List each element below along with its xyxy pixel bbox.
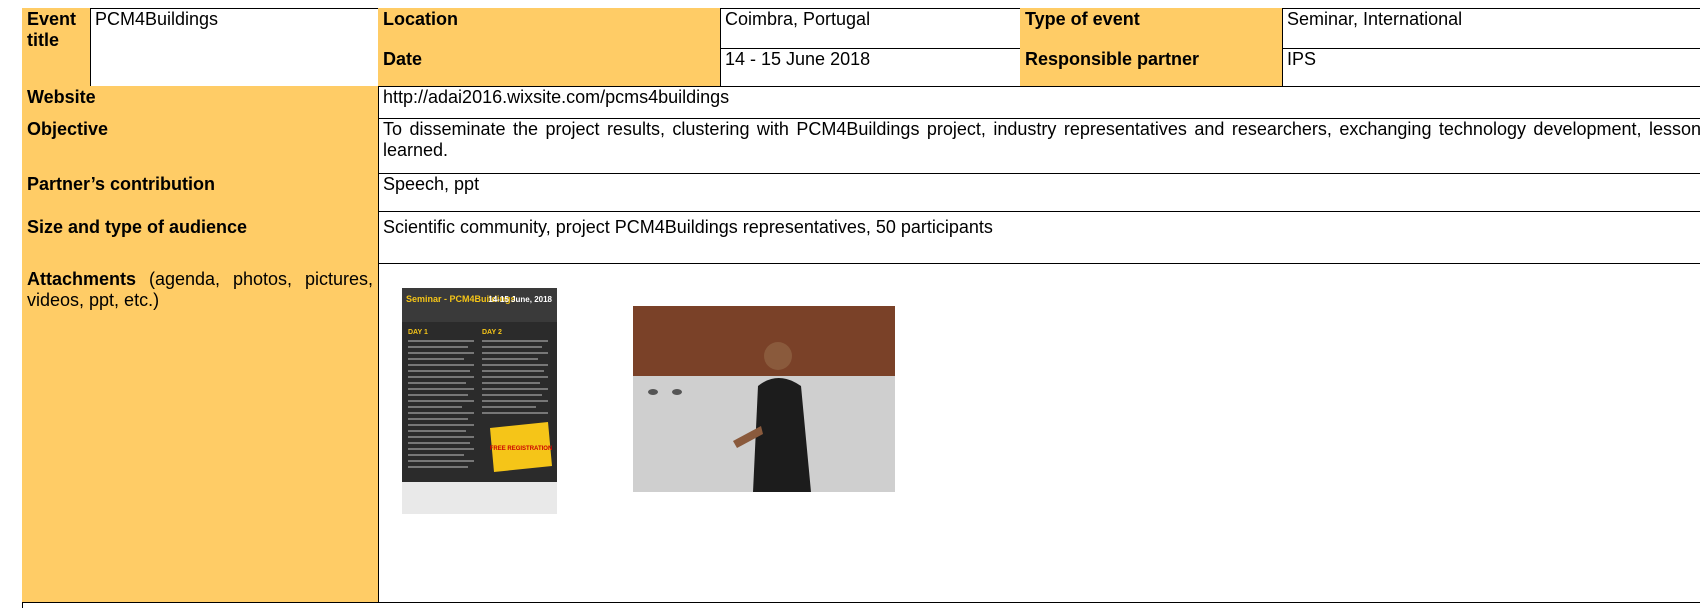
label-cell: Objective bbox=[22, 118, 379, 174]
poster-image: Seminar - PCM4Buildings 14-15 June, 2018… bbox=[402, 288, 557, 514]
label: Type of event bbox=[1025, 9, 1140, 29]
poster-dates: 14-15 June, 2018 bbox=[488, 295, 552, 304]
value-cell: To disseminate the project results, clus… bbox=[378, 118, 1700, 174]
value-cell: PCM4Buildings bbox=[90, 8, 379, 87]
label-cell: Type of event bbox=[1020, 8, 1283, 49]
value: http://adai2016.wixsite.com/pcms4buildin… bbox=[383, 87, 730, 107]
value: Coimbra, Portugal bbox=[725, 9, 871, 29]
value: PCM4Buildings bbox=[95, 9, 219, 29]
label-cell: Date bbox=[378, 48, 721, 87]
label: Location bbox=[383, 9, 458, 29]
value: Seminar, International bbox=[1287, 9, 1463, 29]
label-cell: Website bbox=[22, 86, 379, 119]
label-cell: Attachments (agenda, photos, pictures, v… bbox=[22, 263, 379, 603]
photo-light bbox=[672, 389, 682, 395]
photo-body bbox=[753, 378, 811, 492]
value-cell: Speech, ppt bbox=[378, 173, 1700, 212]
value: To disseminate the project results, clus… bbox=[383, 119, 1700, 160]
poster-day: DAY 2 bbox=[482, 329, 502, 336]
label: Objective bbox=[27, 119, 109, 139]
poster-title: Seminar - PCM4Buildings bbox=[406, 294, 516, 304]
label: Partner’s contribution bbox=[27, 174, 216, 194]
label-cell: Responsible partner bbox=[1020, 48, 1283, 87]
value: Scientific community, project PCM4Buildi… bbox=[383, 217, 993, 237]
value-cell: Seminar, International bbox=[1282, 8, 1700, 49]
label: Size and type of audience bbox=[27, 217, 248, 237]
label-cell: Event title bbox=[22, 8, 91, 87]
photo-image bbox=[633, 306, 895, 492]
photo-panel bbox=[633, 306, 895, 376]
value-cell: http://adai2016.wixsite.com/pcms4buildin… bbox=[378, 86, 1700, 119]
value-cell: 14 - 15 June 2018 bbox=[720, 48, 1021, 87]
label-cell: Size and type of audience bbox=[22, 211, 379, 264]
value: Speech, ppt bbox=[383, 174, 480, 194]
note: (agenda, photos, pictures, videos, ppt, … bbox=[27, 269, 373, 310]
value: IPS bbox=[1287, 49, 1317, 69]
label: Website bbox=[27, 87, 96, 107]
poster-footer bbox=[402, 482, 557, 514]
poster-header bbox=[402, 288, 557, 322]
value-cell: IPS bbox=[1282, 48, 1700, 87]
value-cell bbox=[378, 263, 1700, 603]
label: Attachments bbox=[27, 269, 137, 289]
poster-free: FREE REGISTRATION bbox=[490, 446, 553, 452]
label: Event title bbox=[27, 9, 77, 50]
photo-hand bbox=[733, 426, 763, 448]
label-cell: Location bbox=[378, 8, 721, 49]
label: Responsible partner bbox=[1025, 49, 1200, 69]
label-cell: Partner’s contribution bbox=[22, 173, 379, 212]
photo-light bbox=[648, 389, 658, 395]
poster-day: DAY 1 bbox=[408, 329, 428, 336]
value-cell: Scientific community, project PCM4Buildi… bbox=[378, 211, 1700, 264]
label: Date bbox=[383, 49, 423, 69]
poster-lines bbox=[408, 340, 548, 468]
value: 14 - 15 June 2018 bbox=[725, 49, 871, 69]
page: Event title PCM4Buildings Location Coimb… bbox=[22, 8, 1700, 608]
value-cell: Coimbra, Portugal bbox=[720, 8, 1021, 49]
photo-head bbox=[764, 342, 792, 370]
poster-note bbox=[490, 422, 552, 472]
